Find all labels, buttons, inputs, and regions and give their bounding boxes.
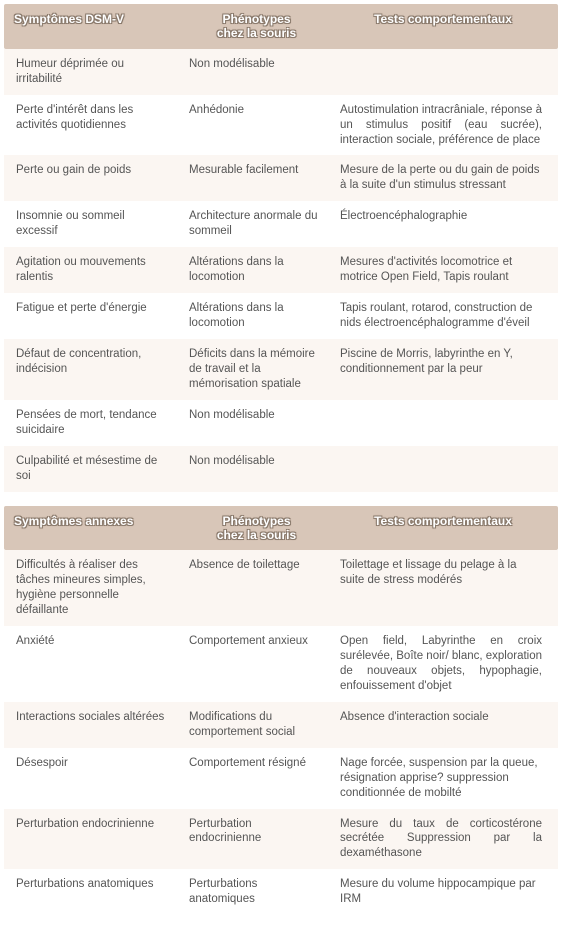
cell: Mesures d'activités locomotrice et motri… [340,255,542,285]
header-col: Tests comportementaux [334,506,552,551]
cell: Humeur déprimée ou irritabilité [16,57,169,87]
cell: Autostimulation intracrâniale, réponse à… [340,103,542,148]
table-rows: Difficultés à réaliser des tâches mineur… [4,550,558,915]
cell: Mesure de la perte ou du gain de poids à… [340,163,542,193]
cell: Non modélisable [189,408,324,423]
table-row: Désespoir Comportement résigné Nage forcée… [4,748,558,809]
cell: Nage forcée, suspension par la queue, ré… [340,756,542,801]
table-row: Interactions sociales altérées Modificati… [4,702,558,748]
cell: Comportement résigné [189,756,324,771]
cell: Mesurable facilement [189,163,324,178]
table-header: Symptômes DSM-VPhénotypeschez la sourisT… [4,4,558,49]
header-col: Phénotypeschez la souris [179,506,334,551]
table-section: Symptômes annexesPhénotypeschez la souri… [4,506,558,916]
cell: Défaut de concentration, indécision [16,347,169,377]
table-row: Fatigue et perte d'énergie Altérations da… [4,293,558,339]
header-col: Phénotypeschez la souris [179,4,334,49]
table-row: Perte ou gain de poids Mesurable facileme… [4,155,558,201]
cell: Non modélisable [189,454,324,469]
table-rows: Humeur déprimée ou irritabilité Non modél… [4,49,558,492]
table-row: Insomnie ou sommeil excessif Architecture… [4,201,558,247]
cell: Désespoir [16,756,169,771]
cell: Mesure du volume hippocampique par IRM [340,877,542,907]
cell: Non modélisable [189,57,324,72]
cell: Mesure du taux de corticostérone secrété… [340,817,542,862]
cell: Piscine de Morris, labyrinthe en Y, cond… [340,347,542,377]
table-row: Culpabilité et mésestime de soi Non modél… [4,446,558,492]
cell: Fatigue et perte d'énergie [16,301,169,316]
cell: Modifications du comportement social [189,710,324,740]
table-row: Perte d'intérêt dans les activités quoti… [4,95,558,156]
cell: Perturbations anatomiques [16,877,169,892]
table-section: Symptômes DSM-VPhénotypeschez la sourisT… [4,4,558,492]
table-row: Perturbation endocrinienne Perturbation e… [4,809,558,870]
cell: Altérations dans la locomotion [189,301,324,331]
cell: Interactions sociales altérées [16,710,169,725]
cell: Altérations dans la locomotion [189,255,324,285]
header-col: Symptômes annexes [4,506,179,551]
cell: Pensées de mort, tendance suicidaire [16,408,169,438]
cell: Difficultés à réaliser des tâches mineur… [16,558,169,618]
cell: Perturbation endocrinienne [16,817,169,832]
cell: Open field, Labyrinthe en croix surélevé… [340,634,542,694]
cell: Anhédonie [189,103,324,118]
table-row: Difficultés à réaliser des tâches mineur… [4,550,558,626]
cell: Perturbation endocrinienne [189,817,324,847]
cell: Perte d'intérêt dans les activités quoti… [16,103,169,133]
cell: Comportement anxieux [189,634,324,649]
table-row: Défaut de concentration, indécision Défic… [4,339,558,400]
cell: Perturbations anatomiques [189,877,324,907]
cell: Déficits dans la mémoire de travail et l… [189,347,324,392]
cell: Tapis roulant, rotarod, construction de … [340,301,542,331]
header-col: Symptômes DSM-V [4,4,179,49]
cell: Insomnie ou sommeil excessif [16,209,169,239]
cell: Architecture anormale du sommeil [189,209,324,239]
table-row: Agitation ou mouvements ralentis Altérati… [4,247,558,293]
cell: Anxiété [16,634,169,649]
cell: Absence d'interaction sociale [340,710,542,725]
table-row: Anxiété Comportement anxieux Open field, L… [4,626,558,702]
table-row: Pensées de mort, tendance suicidaire Non … [4,400,558,446]
cell: Perte ou gain de poids [16,163,169,178]
cell: Agitation ou mouvements ralentis [16,255,169,285]
table-row: Humeur déprimée ou irritabilité Non modél… [4,49,558,95]
cell: Électroencéphalographie [340,209,542,224]
table-header: Symptômes annexesPhénotypeschez la souri… [4,506,558,551]
cell: Absence de toilettage [189,558,324,573]
cell: Culpabilité et mésestime de soi [16,454,169,484]
cell: Toilettage et lissage du pelage à la sui… [340,558,542,588]
header-col: Tests comportementaux [334,4,552,49]
table-row: Perturbations anatomiques Perturbations a… [4,869,558,915]
